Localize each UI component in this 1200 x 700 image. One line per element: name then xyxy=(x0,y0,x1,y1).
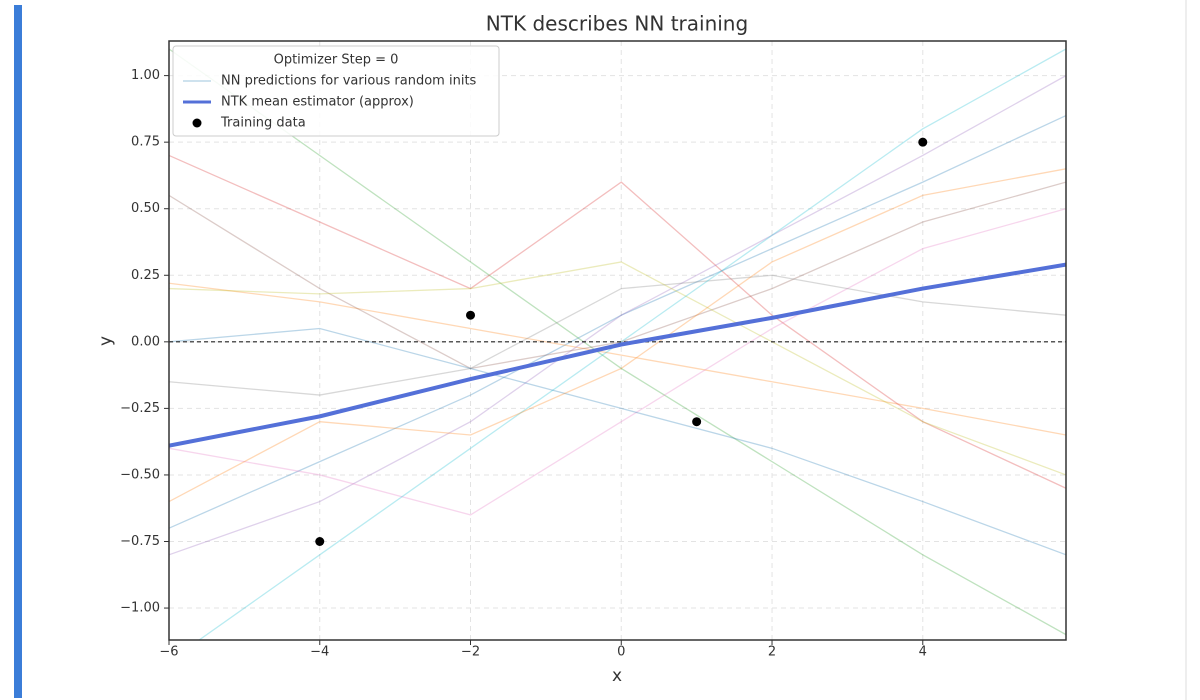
nn-prediction-line xyxy=(169,274,1066,396)
nn-prediction-line xyxy=(169,114,1066,529)
x-axis-label: x xyxy=(612,666,622,686)
y-tick-label: −0.25 xyxy=(120,401,160,416)
training-point xyxy=(466,310,476,320)
legend-label: NN predictions for various random inits xyxy=(221,74,477,89)
y-tick-label: 0.00 xyxy=(131,334,160,349)
legend-box xyxy=(172,45,500,137)
y-tick-label: 0.25 xyxy=(131,268,160,283)
x-tick-label: −2 xyxy=(461,645,480,660)
training-point xyxy=(918,137,928,147)
legend-label: Training data xyxy=(220,116,306,131)
training-point xyxy=(692,417,702,427)
ntk-mean-line xyxy=(169,262,1066,448)
chart-title: NTK describes NN training xyxy=(486,12,748,36)
x-tick-label: −6 xyxy=(159,645,178,660)
nn-prediction-line xyxy=(169,181,1066,370)
x-tick-label: 2 xyxy=(768,645,776,660)
x-tick-label: −4 xyxy=(310,645,329,660)
x-tick-label: 4 xyxy=(919,645,927,660)
nn-prediction-line xyxy=(169,261,1066,476)
plot-area xyxy=(169,48,1066,640)
nn-prediction-line xyxy=(169,282,1066,436)
nn-prediction-line xyxy=(169,168,1066,503)
legend-title: Optimizer Step = 0 xyxy=(274,53,399,68)
nn-prediction-line xyxy=(198,48,1066,640)
y-tick-label: −0.75 xyxy=(120,534,160,549)
nn-prediction-line xyxy=(169,75,1066,556)
training-point xyxy=(315,536,325,546)
x-tick-label: 0 xyxy=(617,645,625,660)
cell-indicator xyxy=(14,5,22,698)
nn-prediction-line xyxy=(169,154,1066,489)
y-tick-label: 0.75 xyxy=(131,135,160,150)
nn-prediction-line xyxy=(169,48,1066,636)
legend-label: NTK mean estimator (approx) xyxy=(221,95,414,110)
y-tick-label: −1.00 xyxy=(120,601,160,616)
plot-frame xyxy=(168,40,1067,641)
y-tick-label: 1.00 xyxy=(131,68,160,83)
nn-prediction-line xyxy=(169,327,1066,556)
nn-prediction-line xyxy=(169,208,1066,516)
y-tick-label: −0.50 xyxy=(120,467,160,482)
y-axis-label: y xyxy=(96,336,116,346)
y-tick-label: 0.50 xyxy=(131,201,160,216)
legend-swatch xyxy=(192,118,202,128)
